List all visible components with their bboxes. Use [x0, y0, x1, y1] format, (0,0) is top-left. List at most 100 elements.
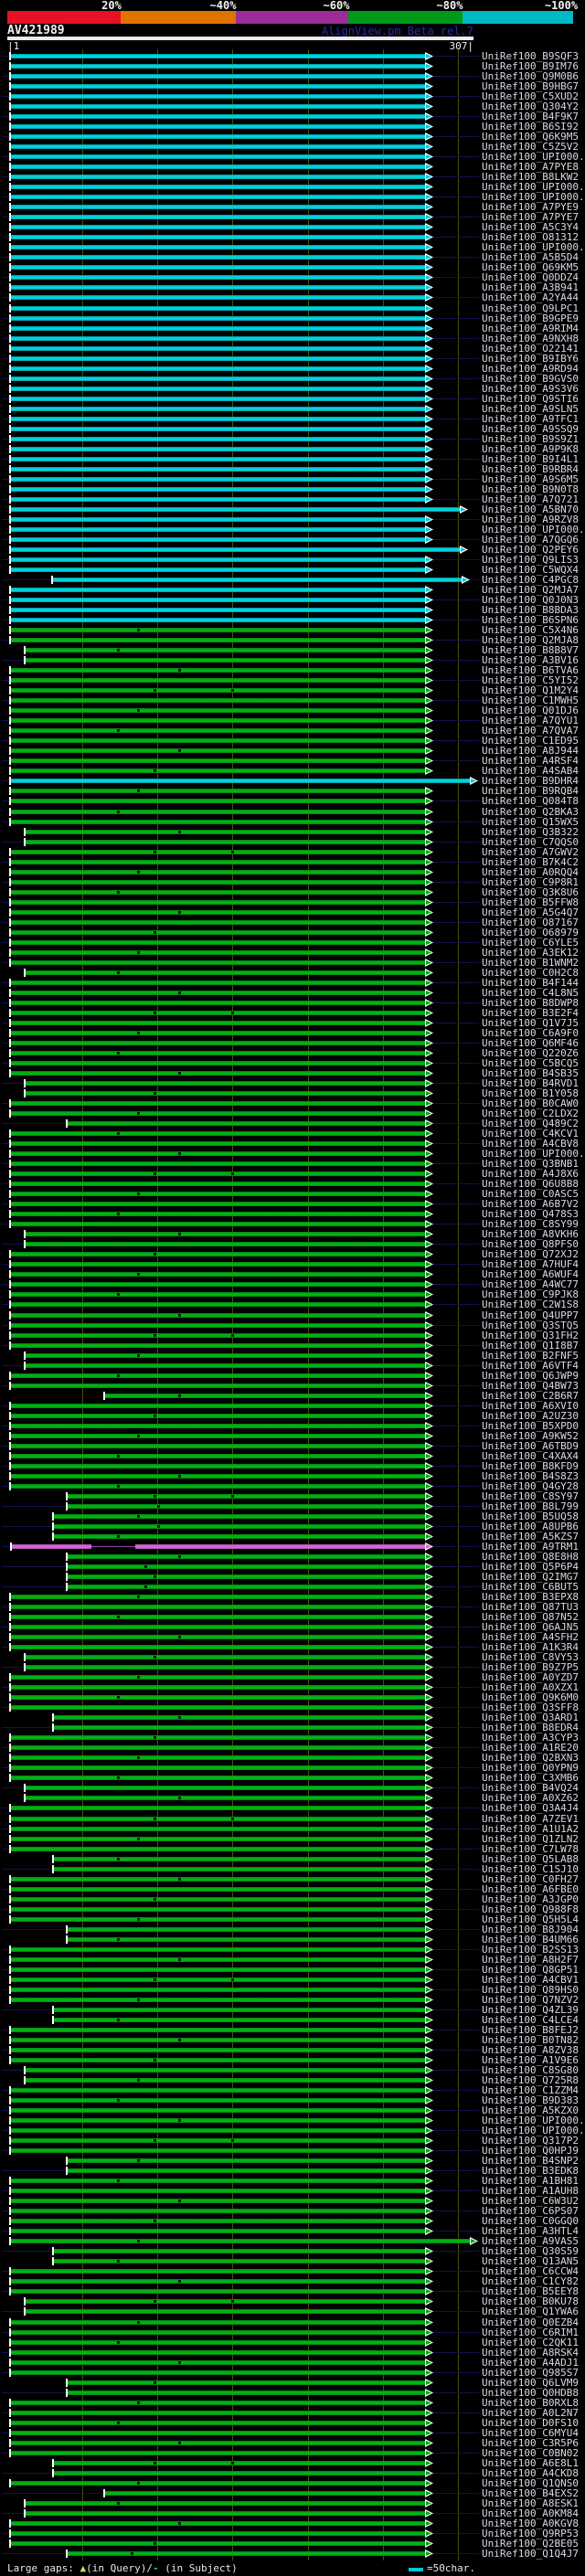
alignment-bar[interactable] [11, 1222, 425, 1226]
hit-label[interactable]: UniRef100_A4J8X6 [482, 1168, 579, 1180]
hit-label[interactable]: UniRef100_B3EPX8 [482, 1591, 579, 1603]
alignment-bar[interactable] [26, 2309, 425, 2314]
alignment-bar[interactable] [11, 527, 425, 532]
hit-label[interactable]: UniRef100_C7QQS0 [482, 836, 579, 848]
hit-label[interactable]: UniRef100_Q87TU3 [482, 1601, 579, 1613]
alignment-bar[interactable] [26, 840, 425, 844]
hit-label[interactable]: UniRef100_A0YZD7 [482, 1671, 579, 1683]
alignment-bar[interactable] [26, 1665, 425, 1670]
alignment-bar[interactable] [11, 195, 425, 199]
alignment-bar[interactable] [68, 1927, 425, 1932]
hit-label[interactable]: UniRef100_B4RVD1 [482, 1077, 579, 1089]
alignment-bar[interactable] [11, 1745, 425, 1750]
hit-label[interactable]: UniRef100_C1SJ10 [482, 1863, 579, 1875]
hit-label[interactable]: UniRef100_A3HTL4 [482, 2225, 579, 2237]
hit-label[interactable]: UniRef100_A7QGQ6 [482, 534, 579, 546]
hit-label[interactable]: UniRef100_A6XVI0 [482, 1400, 579, 1412]
hit-label[interactable]: UniRef100_Q3K8U6 [482, 886, 579, 898]
alignment-bar[interactable] [11, 668, 425, 673]
alignment-bar[interactable] [11, 1847, 425, 1851]
hit-label[interactable]: UniRef100_Q8GP51 [482, 1964, 579, 1976]
alignment-bar[interactable] [11, 2269, 425, 2274]
alignment-bar[interactable] [11, 1313, 425, 1318]
hit-label[interactable]: UniRef100_Q6MF46 [482, 1037, 579, 1049]
hit-label[interactable]: UniRef100_B8DWP8 [482, 997, 579, 1009]
hit-label[interactable]: UniRef100_C4KCV1 [482, 1128, 579, 1140]
hit-label[interactable]: UniRef100_C9PJK8 [482, 1288, 579, 1300]
alignment-bar[interactable] [11, 1434, 425, 1438]
alignment-bar[interactable] [11, 376, 425, 381]
hit-label[interactable]: UniRef100_Q5LAB8 [482, 1853, 579, 1865]
hit-label[interactable]: UniRef100_B6TVA6 [482, 664, 579, 676]
alignment-bar[interactable] [11, 2199, 425, 2203]
hit-label[interactable]: UniRef100_A9TFC1 [482, 413, 579, 425]
hit-label[interactable]: UniRef100_Q0EZB4 [482, 2316, 579, 2328]
hit-label[interactable]: UniRef100_B0CAW0 [482, 1097, 579, 1109]
alignment-bar[interactable] [68, 2551, 425, 2556]
hit-label[interactable]: UniRef100_A6E8L1 [482, 2457, 579, 2469]
hit-label[interactable]: UniRef100_B5UQ58 [482, 1511, 579, 1522]
alignment-bar[interactable] [54, 1867, 425, 1871]
hit-label[interactable]: UniRef100_C0ASC5 [482, 1188, 579, 1200]
hit-label[interactable]: UniRef100_Q30S59 [482, 2245, 579, 2257]
alignment-bar[interactable] [11, 547, 460, 552]
hit-label[interactable]: UniRef100_B5XPD0 [482, 1420, 579, 1432]
hit-label[interactable]: UniRef100_B8LKW2 [482, 171, 579, 183]
alignment-bar[interactable] [11, 1323, 425, 1328]
alignment-bar[interactable] [54, 2259, 425, 2263]
hit-label[interactable]: UniRef100_Q0J0N3 [482, 594, 579, 606]
hit-label[interactable]: UniRef100_Q317P2 [482, 2135, 579, 2147]
alignment-bar[interactable] [11, 114, 425, 119]
hit-label[interactable]: UniRef100_UPI000.. [482, 241, 585, 253]
hit-label[interactable]: UniRef100_A9RIM4 [482, 323, 579, 334]
alignment-bar[interactable] [11, 2401, 425, 2405]
alignment-bar[interactable] [11, 1282, 425, 1287]
hit-label[interactable]: UniRef100_A4CKD8 [482, 2467, 579, 2479]
hit-label[interactable]: UniRef100_C1CY82 [482, 2275, 579, 2287]
alignment-bar[interactable] [11, 2038, 425, 2042]
hit-label[interactable]: UniRef100_A1V9E6 [482, 2054, 579, 2066]
alignment-bar[interactable] [11, 1957, 425, 1962]
hit-label[interactable]: UniRef100_A1U1A2 [482, 1823, 579, 1835]
hit-label[interactable]: UniRef100_A9RZV8 [482, 514, 579, 525]
hit-label[interactable]: UniRef100_Q3ARD1 [482, 1712, 579, 1723]
alignment-bar[interactable] [11, 698, 425, 703]
hit-label[interactable]: UniRef100_A3EK12 [482, 947, 579, 959]
alignment-bar[interactable] [11, 1705, 425, 1710]
alignment-bar[interactable] [11, 295, 425, 300]
alignment-bar[interactable] [11, 245, 425, 249]
alignment-bar[interactable] [54, 1857, 425, 1861]
alignment-bar[interactable] [12, 1544, 91, 1549]
alignment-bar[interactable] [68, 1554, 425, 1559]
hit-label[interactable]: UniRef100_B9HBG7 [482, 80, 579, 92]
hit-label[interactable]: UniRef100_Q2MJA8 [482, 634, 579, 646]
alignment-bar[interactable] [11, 104, 425, 109]
alignment-bar[interactable] [26, 830, 425, 834]
hit-label[interactable]: UniRef100_B9IM76 [482, 60, 579, 72]
alignment-bar[interactable] [11, 1001, 425, 1005]
alignment-bar[interactable] [11, 2370, 425, 2375]
alignment-bar[interactable] [26, 1242, 425, 1246]
alignment-bar[interactable] [11, 1977, 425, 1982]
alignment-bar[interactable] [11, 960, 425, 965]
hit-label[interactable]: UniRef100_Q31FH2 [482, 1330, 579, 1341]
alignment-bar[interactable] [11, 910, 425, 915]
hit-label[interactable]: UniRef100_A7PYE7 [482, 211, 579, 223]
alignment-bar[interactable] [105, 2491, 425, 2496]
alignment-bar[interactable] [11, 880, 425, 885]
hit-label[interactable]: UniRef100_O87167 [482, 917, 579, 928]
alignment-bar[interactable] [11, 2320, 425, 2325]
alignment-bar[interactable] [11, 738, 425, 743]
hit-label[interactable]: UniRef100_B3E2F4 [482, 1007, 579, 1019]
alignment-bar[interactable] [11, 1141, 425, 1146]
alignment-bar[interactable] [11, 981, 425, 985]
alignment-bar[interactable] [11, 1302, 425, 1307]
alignment-bar[interactable] [11, 164, 425, 169]
alignment-bar[interactable] [11, 1011, 425, 1015]
alignment-bar[interactable] [11, 1071, 425, 1076]
hit-label[interactable]: UniRef100_UPI000.. [482, 181, 585, 193]
hit-label[interactable]: UniRef100_A9P9K8 [482, 443, 579, 455]
alignment-bar[interactable] [11, 356, 425, 361]
alignment-bar[interactable] [11, 900, 425, 905]
alignment-bar[interactable] [54, 1715, 425, 1720]
